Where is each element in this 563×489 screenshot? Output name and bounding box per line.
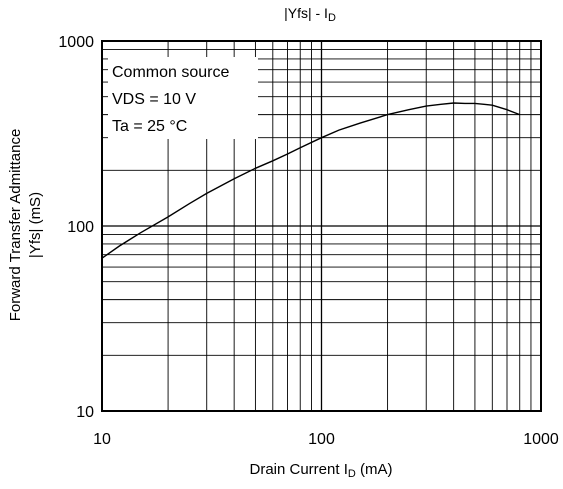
legend-line-2: VDS = 10 V	[112, 91, 196, 108]
tick-labels: 10 100 1000 10 100 1000	[58, 34, 558, 448]
x-axis-title-base: I	[344, 461, 348, 478]
y-tick-label: 100	[67, 219, 94, 236]
x-tick-label: 10	[93, 431, 111, 448]
x-axis-title-sub: D	[348, 468, 356, 480]
chart-title: |Yfs| - ID	[284, 5, 336, 24]
plot-frame	[101, 40, 542, 412]
legend-background	[108, 57, 258, 139]
legend-line-3: Ta = 25 °C	[112, 118, 187, 135]
chart-title-base: I	[324, 5, 328, 21]
x-tick-label: 100	[308, 431, 335, 448]
y-tick-label: 1000	[58, 34, 94, 51]
y-axis-title-line2: |Yfs| (mS)	[27, 192, 44, 258]
legend-box: Common source VDS = 10 V Ta = 25 °C	[108, 57, 258, 139]
series-line	[101, 102, 520, 259]
x-axis-title-unit: (mA)	[356, 461, 393, 478]
legend-line-1: Common source	[112, 64, 229, 81]
y-tick-label: 10	[76, 404, 94, 421]
y-axis-title-line1: Forward Transfer Admittance	[7, 129, 24, 322]
x-axis-title: Drain Current ID (mA)	[250, 461, 393, 480]
chart-title-sub: D	[328, 12, 336, 24]
chart-title-main: |Yfs| -	[284, 5, 324, 21]
x-axis-title-main: Drain Current	[250, 461, 344, 478]
x-tick-label: 1000	[523, 431, 559, 448]
